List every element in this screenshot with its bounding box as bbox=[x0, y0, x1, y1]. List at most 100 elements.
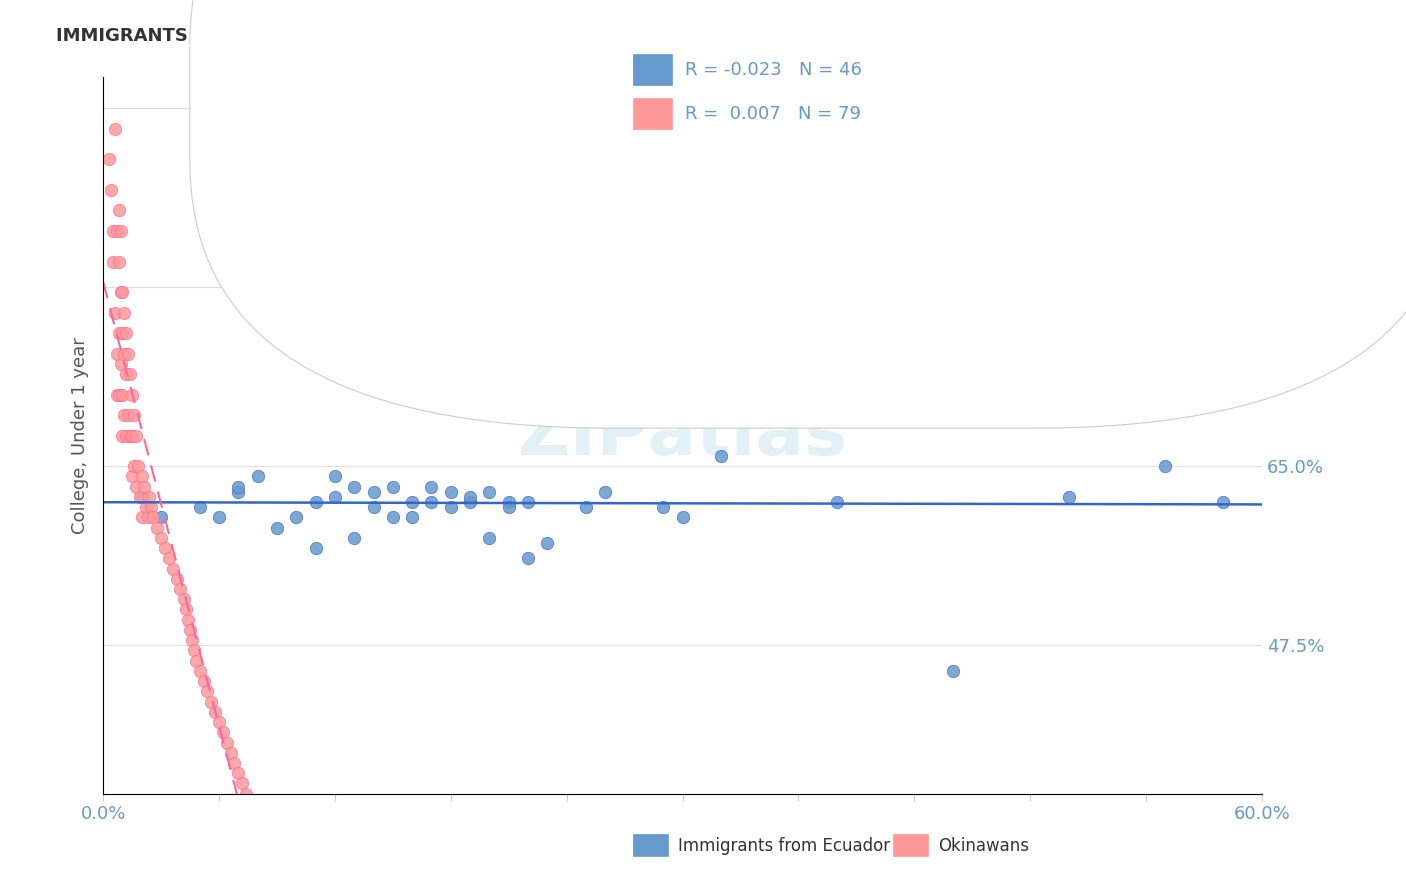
Point bbox=[110, 285, 132, 300]
Point bbox=[128, 490, 150, 504]
Point bbox=[135, 500, 157, 515]
Point bbox=[162, 561, 184, 575]
Point bbox=[121, 387, 143, 401]
Point bbox=[242, 807, 264, 822]
Point bbox=[478, 484, 501, 499]
Point bbox=[131, 510, 153, 524]
Point bbox=[420, 495, 443, 509]
Point bbox=[420, 480, 443, 494]
Point bbox=[633, 377, 655, 392]
Point bbox=[219, 746, 242, 760]
Point bbox=[613, 387, 636, 401]
Point bbox=[1057, 490, 1080, 504]
Point bbox=[498, 500, 520, 515]
Point bbox=[215, 735, 238, 749]
Point bbox=[246, 469, 269, 483]
Point bbox=[107, 254, 129, 268]
Point bbox=[825, 495, 848, 509]
Text: ZIPatlas: ZIPatlas bbox=[517, 401, 848, 470]
Point bbox=[478, 531, 501, 545]
Point bbox=[136, 510, 159, 524]
Point bbox=[105, 387, 128, 401]
Point bbox=[107, 387, 129, 401]
Point bbox=[498, 495, 520, 509]
Point bbox=[212, 725, 235, 739]
Point bbox=[250, 828, 273, 842]
Point bbox=[200, 695, 222, 709]
Point bbox=[121, 428, 143, 442]
Point bbox=[1212, 495, 1234, 509]
Point bbox=[266, 521, 288, 535]
Point bbox=[117, 347, 139, 361]
Text: R = -0.023   N = 46: R = -0.023 N = 46 bbox=[685, 61, 862, 78]
Point bbox=[224, 756, 246, 770]
Point bbox=[150, 510, 173, 524]
Point bbox=[517, 551, 540, 566]
Y-axis label: College, Under 1 year: College, Under 1 year bbox=[72, 337, 89, 534]
Point bbox=[204, 705, 226, 719]
Point bbox=[169, 582, 191, 596]
Point bbox=[458, 490, 481, 504]
Point bbox=[179, 623, 201, 637]
Point bbox=[517, 495, 540, 509]
Point bbox=[146, 521, 169, 535]
Point bbox=[131, 490, 153, 504]
Point bbox=[458, 495, 481, 509]
Point bbox=[285, 510, 308, 524]
Point bbox=[228, 766, 250, 780]
Point bbox=[157, 551, 180, 566]
Point bbox=[104, 121, 127, 136]
Point bbox=[228, 484, 250, 499]
Point bbox=[141, 500, 163, 515]
Point bbox=[246, 817, 269, 831]
Point bbox=[197, 684, 219, 698]
Point bbox=[231, 776, 253, 790]
Point bbox=[323, 490, 346, 504]
Point bbox=[183, 643, 205, 657]
Point bbox=[127, 459, 149, 474]
Point bbox=[304, 541, 326, 555]
Point bbox=[710, 449, 733, 463]
Point bbox=[111, 326, 134, 341]
Point bbox=[132, 480, 155, 494]
Point bbox=[105, 224, 128, 238]
Point bbox=[440, 484, 463, 499]
Point bbox=[112, 408, 135, 422]
Point bbox=[188, 664, 211, 678]
Point bbox=[1154, 459, 1177, 474]
Point bbox=[101, 254, 124, 268]
Point bbox=[228, 480, 250, 494]
Point bbox=[138, 490, 160, 504]
Point bbox=[166, 572, 188, 586]
Point bbox=[122, 408, 145, 422]
Point bbox=[536, 536, 558, 550]
Text: Immigrants from Ecuador: Immigrants from Ecuador bbox=[678, 837, 890, 855]
Point bbox=[343, 480, 366, 494]
Point bbox=[153, 541, 176, 555]
Text: Okinawans: Okinawans bbox=[938, 837, 1029, 855]
Point bbox=[104, 306, 127, 320]
Point bbox=[193, 674, 215, 689]
Point bbox=[110, 224, 132, 238]
Point bbox=[401, 510, 423, 524]
Point bbox=[593, 484, 616, 499]
Point bbox=[111, 428, 134, 442]
Point bbox=[110, 357, 132, 371]
Point bbox=[97, 153, 120, 167]
Point bbox=[575, 500, 598, 515]
Point bbox=[239, 797, 262, 811]
Point bbox=[363, 484, 385, 499]
Point bbox=[174, 602, 197, 616]
Point bbox=[381, 480, 404, 494]
Point bbox=[117, 408, 139, 422]
Point bbox=[381, 510, 404, 524]
Point bbox=[112, 347, 135, 361]
Text: Source: ZipAtlas.com: Source: ZipAtlas.com bbox=[1202, 27, 1350, 41]
Point bbox=[173, 592, 195, 607]
Point bbox=[115, 428, 138, 442]
Point bbox=[120, 367, 142, 381]
Point bbox=[208, 714, 231, 729]
Point bbox=[142, 510, 165, 524]
Point bbox=[112, 306, 135, 320]
Point bbox=[107, 203, 129, 218]
